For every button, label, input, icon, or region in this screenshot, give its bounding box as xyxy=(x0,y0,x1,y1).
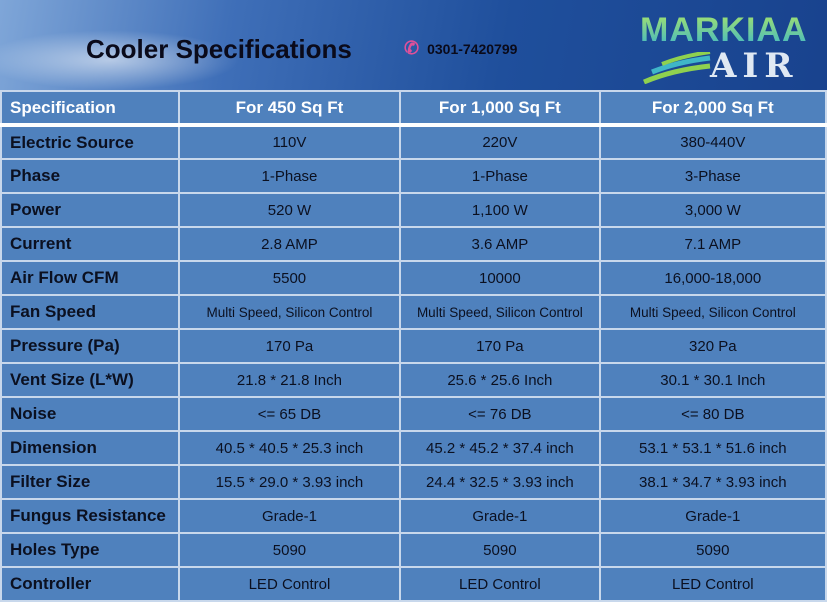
table-row: Current 2.8 AMP 3.6 AMP 7.1 AMP xyxy=(0,226,827,262)
spec-value: 380-440V xyxy=(598,124,827,160)
page-title: Cooler Specifications xyxy=(86,34,352,64)
spec-value: 320 Pa xyxy=(598,328,827,364)
spec-value: 5500 xyxy=(177,260,402,296)
spec-value: 5090 xyxy=(177,532,402,568)
spec-label: Air Flow CFM xyxy=(0,260,180,296)
phone-contact: ✆ 0301-7420799 xyxy=(404,38,517,59)
spec-value: 45.2 * 45.2 * 37.4 inch xyxy=(399,430,601,466)
spec-label: Vent Size (L*W) xyxy=(0,362,180,398)
spec-value: 38.1 * 34.7 * 3.93 inch xyxy=(598,464,827,500)
table-row: Fan Speed Multi Speed, Silicon Control Mul… xyxy=(0,294,827,330)
column-header: For 450 Sq Ft xyxy=(177,90,402,127)
logo: MARKIAA AIR xyxy=(640,12,825,86)
spec-table: Specification For 450 Sq Ft For 1,000 Sq F… xyxy=(0,90,827,602)
table-row: Phase 1-Phase 1-Phase 3-Phase xyxy=(0,158,827,194)
spec-label: Fan Speed xyxy=(0,294,180,330)
spec-value: 1-Phase xyxy=(399,158,601,194)
spec-label: Holes Type xyxy=(0,532,180,568)
spec-value: 3-Phase xyxy=(598,158,827,194)
table-row: Pressure (Pa) 170 Pa 170 Pa 320 Pa xyxy=(0,328,827,364)
banner: Cooler Specifications ✆ 0301-7420799 MAR… xyxy=(0,0,827,90)
spec-label: Dimension xyxy=(0,430,180,466)
spec-value: <= 65 DB xyxy=(177,396,402,432)
table-row: Noise <= 65 DB <= 76 DB <= 80 DB xyxy=(0,396,827,432)
spec-value: LED Control xyxy=(177,566,402,602)
spec-value: 5090 xyxy=(598,532,827,568)
spec-value: LED Control xyxy=(598,566,827,602)
spec-value: 1-Phase xyxy=(177,158,402,194)
spec-value: 3.6 AMP xyxy=(399,226,601,262)
spec-value: 5090 xyxy=(399,532,601,568)
table-row: Fungus Resistance Grade-1 Grade-1 Grade-1 xyxy=(0,498,827,534)
table-row: Dimension 40.5 * 40.5 * 25.3 inch 45.2 * 4… xyxy=(0,430,827,466)
spec-label: Fungus Resistance xyxy=(0,498,180,534)
spec-label: Power xyxy=(0,192,180,228)
spec-value: <= 80 DB xyxy=(598,396,827,432)
spec-label: Pressure (Pa) xyxy=(0,328,180,364)
spec-value: LED Control xyxy=(399,566,601,602)
spec-value: Grade-1 xyxy=(598,498,827,534)
table-row: Power 520 W 1,100 W 3,000 W xyxy=(0,192,827,228)
spec-value: Multi Speed, Silicon Control xyxy=(177,294,402,330)
spec-value: Grade-1 xyxy=(399,498,601,534)
spec-value: Multi Speed, Silicon Control xyxy=(399,294,601,330)
spec-value: 21.8 * 21.8 Inch xyxy=(177,362,402,398)
phone-number: 0301-7420799 xyxy=(427,40,518,57)
table-row: Filter Size 15.5 * 29.0 * 3.93 inch 24.4 *… xyxy=(0,464,827,500)
spec-value: 520 W xyxy=(177,192,402,228)
spec-value: 10000 xyxy=(399,260,601,296)
spec-value: 15.5 * 29.0 * 3.93 inch xyxy=(177,464,402,500)
wind-waves-icon xyxy=(643,52,711,84)
column-header: Specification xyxy=(0,90,180,127)
spec-label: Current xyxy=(0,226,180,262)
table-row: Vent Size (L*W) 21.8 * 21.8 Inch 25.6 * 25… xyxy=(0,362,827,398)
spec-value: 1,100 W xyxy=(399,192,601,228)
spec-value: 30.1 * 30.1 Inch xyxy=(598,362,827,398)
spec-value: 3,000 W xyxy=(598,192,827,228)
spec-value: 110V xyxy=(177,124,402,160)
table-row: Controller LED Control LED Control LED Cont… xyxy=(0,566,827,602)
column-header: For 1,000 Sq Ft xyxy=(399,90,601,127)
spec-value: Grade-1 xyxy=(177,498,402,534)
spec-value: Multi Speed, Silicon Control xyxy=(598,294,827,330)
table-header-row: Specification For 450 Sq Ft For 1,000 Sq F… xyxy=(0,90,827,127)
spec-value: 25.6 * 25.6 Inch xyxy=(399,362,601,398)
spec-value: 7.1 AMP xyxy=(598,226,827,262)
spec-value: 53.1 * 53.1 * 51.6 inch xyxy=(598,430,827,466)
spec-value: 170 Pa xyxy=(177,328,402,364)
spec-value: 24.4 * 32.5 * 3.93 inch xyxy=(399,464,601,500)
spec-value: 220V xyxy=(399,124,601,160)
spec-label: Controller xyxy=(0,566,180,602)
table-row: Electric Source 110V 220V 380-440V xyxy=(0,124,827,160)
spec-label: Phase xyxy=(0,158,180,194)
phone-icon: ✆ xyxy=(404,38,420,58)
spec-value: 16,000-18,000 xyxy=(598,260,827,296)
spec-value: 40.5 * 40.5 * 25.3 inch xyxy=(177,430,402,466)
spec-label: Noise xyxy=(0,396,180,432)
column-header: For 2,000 Sq Ft xyxy=(598,90,827,127)
spec-label: Filter Size xyxy=(0,464,180,500)
spec-label: Electric Source xyxy=(0,124,180,160)
logo-line1: MARKIAA xyxy=(640,12,825,48)
table-row: Holes Type 5090 5090 5090 xyxy=(0,532,827,568)
table-row: Air Flow CFM 5500 10000 16,000-18,000 xyxy=(0,260,827,296)
logo-line2: AIR xyxy=(710,46,799,86)
spec-value: 2.8 AMP xyxy=(177,226,402,262)
spec-value: <= 76 DB xyxy=(399,396,601,432)
cloud-decoration xyxy=(0,30,240,90)
spec-value: 170 Pa xyxy=(399,328,601,364)
